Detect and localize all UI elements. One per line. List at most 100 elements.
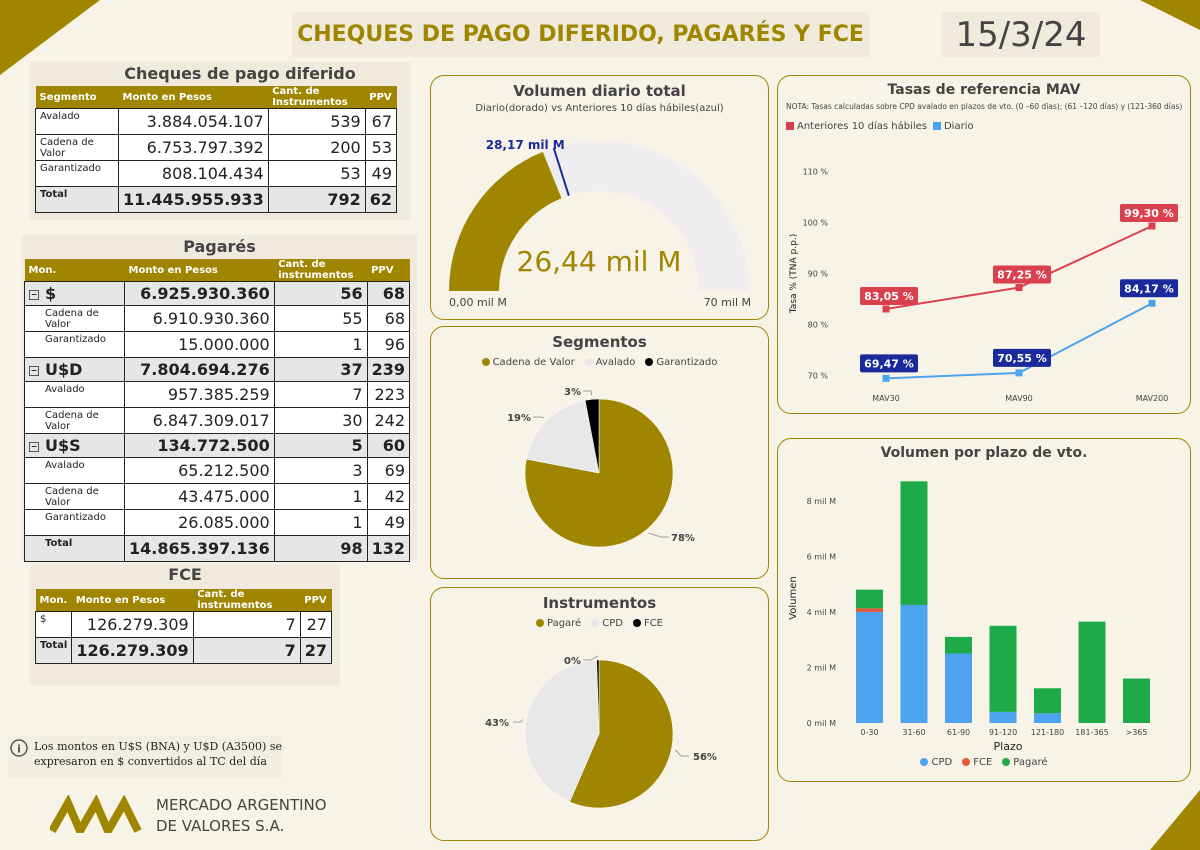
data-point [1148,299,1156,307]
legend-item[interactable]: Pagaré [535,618,581,629]
pie-leader-line [583,390,593,396]
fce-table: Mon. Monto en Pesos Cant. de instrumentos P… [34,589,333,664]
gauge-target-line [552,147,570,196]
col-header[interactable]: Cant. de instrumentos [193,589,301,612]
collapse-icon[interactable]: − [29,289,39,300]
collapse-icon[interactable]: − [29,441,39,452]
data-label: 83,05 % [864,290,914,303]
gauge-chart: 28,17 mil M 26,44 mil M 0,00 mil M 70 mil M [449,138,751,309]
y-tick-label: 70 % [808,372,829,381]
bar-segment [1034,688,1061,714]
pie-slice-label: 19% [507,413,531,424]
bar-segment [900,481,928,605]
total-row: Total 126.279.309 7 27 [34,637,333,664]
col-header[interactable]: Segmento [35,86,119,109]
legend-item[interactable]: FCE [632,618,663,629]
pie-leader-line [513,719,523,723]
col-header[interactable]: Cant. de instrumentos [274,259,368,282]
mav-logo-icon [50,795,142,833]
table-row: Garantizado 15.000.000 1 96 [24,331,411,358]
x-tick-label: MAV30 [872,394,900,403]
x-axis-label: Plazo [994,740,1023,753]
y-tick-label: 90 % [808,270,829,279]
col-header[interactable]: Mon. [35,589,72,612]
instrumentos-pie-chart: 56% 43% 0% [485,655,717,809]
legend-item[interactable]: Anteriores 10 días hábiles [786,121,927,132]
legend-item[interactable]: Diario [932,121,974,132]
table-row: Cadena de Valor 6.910.930.360 55 68 [24,305,411,332]
tasas-legend: Anteriores 10 días hábiles Diario [786,121,1190,132]
data-label-box [993,348,1051,367]
gauge-max-label: 70 mil M [704,296,751,309]
legend-item[interactable]: CPD [591,618,623,629]
data-point [1015,284,1023,292]
corner-decoration-top-right [1140,0,1200,30]
report-date: 15/3/24 [942,12,1100,57]
x-tick-label: 121-180 [1031,728,1064,737]
table-row: Avalado 957.385.259 7 223 [24,381,411,408]
x-tick-label: 61-90 [947,728,970,737]
data-point [882,374,890,382]
pagares-title: Pagarés [183,237,256,256]
table-row: Cadena de Valor 6.753.797.392 200 53 [35,134,398,161]
legend-item[interactable]: Pagaré [1002,757,1048,768]
pagares-table: Mon. Monto en Pesos Cant. de instrumentos P… [24,259,411,562]
plazo-title: Volumen por plazo de vto. [880,445,1088,461]
fce-title: FCE [168,565,202,584]
table-row: Avalado 3.884.054.107 539 67 [35,108,398,135]
col-header[interactable]: Monto en Pesos [118,86,269,109]
x-tick-label: 181-365 [1075,728,1108,737]
instrumentos-legend: Pagaré CPD FCE [431,618,768,629]
y-axis-label: Tasa % (TNA p.p.) [789,234,799,314]
data-label-box [993,265,1051,284]
gauge-title: Volumen diario total [513,82,686,100]
legend-item[interactable]: FCE [962,757,992,768]
segmentos-panel: Segmentos Cadena de Valor Avalado Garant… [430,326,769,579]
table-row: Garantizado 808.104.434 53 49 [35,160,398,187]
pie-leader-line [533,416,544,419]
col-header[interactable]: Mon. [24,259,125,282]
pie-slice [569,659,674,809]
x-tick-label: MAV200 [1136,394,1169,403]
legend-item[interactable]: Avalado [584,357,635,368]
total-row: Total 14.865.397.136 98 132 [24,535,411,562]
col-header[interactable]: PPV [365,86,397,109]
col-header[interactable]: PPV [367,259,410,282]
y-axis-label: Volumen [788,576,799,620]
y-tick-label: 6 mil M [807,552,836,561]
bar-segment [1078,621,1106,723]
segmentos-pie-chart: 78% 19% 3% [507,387,695,548]
tasas-title: Tasas de referencia MAV [887,82,1081,98]
table-row: Avalado 65.212.500 3 69 [24,457,411,484]
data-label: 70,55 % [997,352,1047,365]
legend-item[interactable]: Garantizado [645,357,717,368]
legend-item[interactable]: CPD [920,757,952,768]
col-header[interactable]: Cant. de Instrumentos [268,86,366,109]
y-tick-label: 4 mil M [807,608,836,617]
note-line-1: Los montos en U$S (BNA) y U$D (A3500) se [34,740,282,753]
group-row[interactable]: − $6.925.930.360 56 68 [24,281,411,306]
x-tick-label: >365 [1126,728,1148,737]
y-tick-label: 2 mil M [807,663,836,672]
gauge-panel: Volumen diario total Diario(dorado) vs A… [430,75,769,320]
group-row[interactable]: − U$S 134.772.500 5 60 [24,433,411,458]
col-header[interactable]: Monto en Pesos [71,589,194,612]
bar-segment [989,711,1017,723]
data-label: 84,17 % [1124,282,1174,295]
legend-item[interactable]: Cadena de Valor [481,357,575,368]
info-note: i Los montos en U$S (BNA) y U$D (A3500) … [8,736,283,778]
pie-slice-label: 56% [693,752,717,763]
pie-slice-label: 43% [485,718,509,729]
series-line [885,302,1153,380]
col-header[interactable]: Monto en Pesos [124,259,275,282]
x-tick-label: MAV90 [1005,394,1033,403]
table-row: Cadena de Valor 43.475.000 1 42 [24,483,411,510]
pie-slice [584,398,600,474]
gauge-target-label: 28,17 mil M [486,138,565,152]
instrumentos-panel: Instrumentos Pagaré CPD FCE 56% 43% 0% [430,587,769,841]
col-header[interactable]: PPV [300,589,332,612]
pie-leader-line [648,532,669,538]
collapse-icon[interactable]: − [29,365,39,376]
group-row[interactable]: − U$D 7.804.694.276 37 239 [24,357,411,382]
svg-text:i: i [17,743,21,756]
